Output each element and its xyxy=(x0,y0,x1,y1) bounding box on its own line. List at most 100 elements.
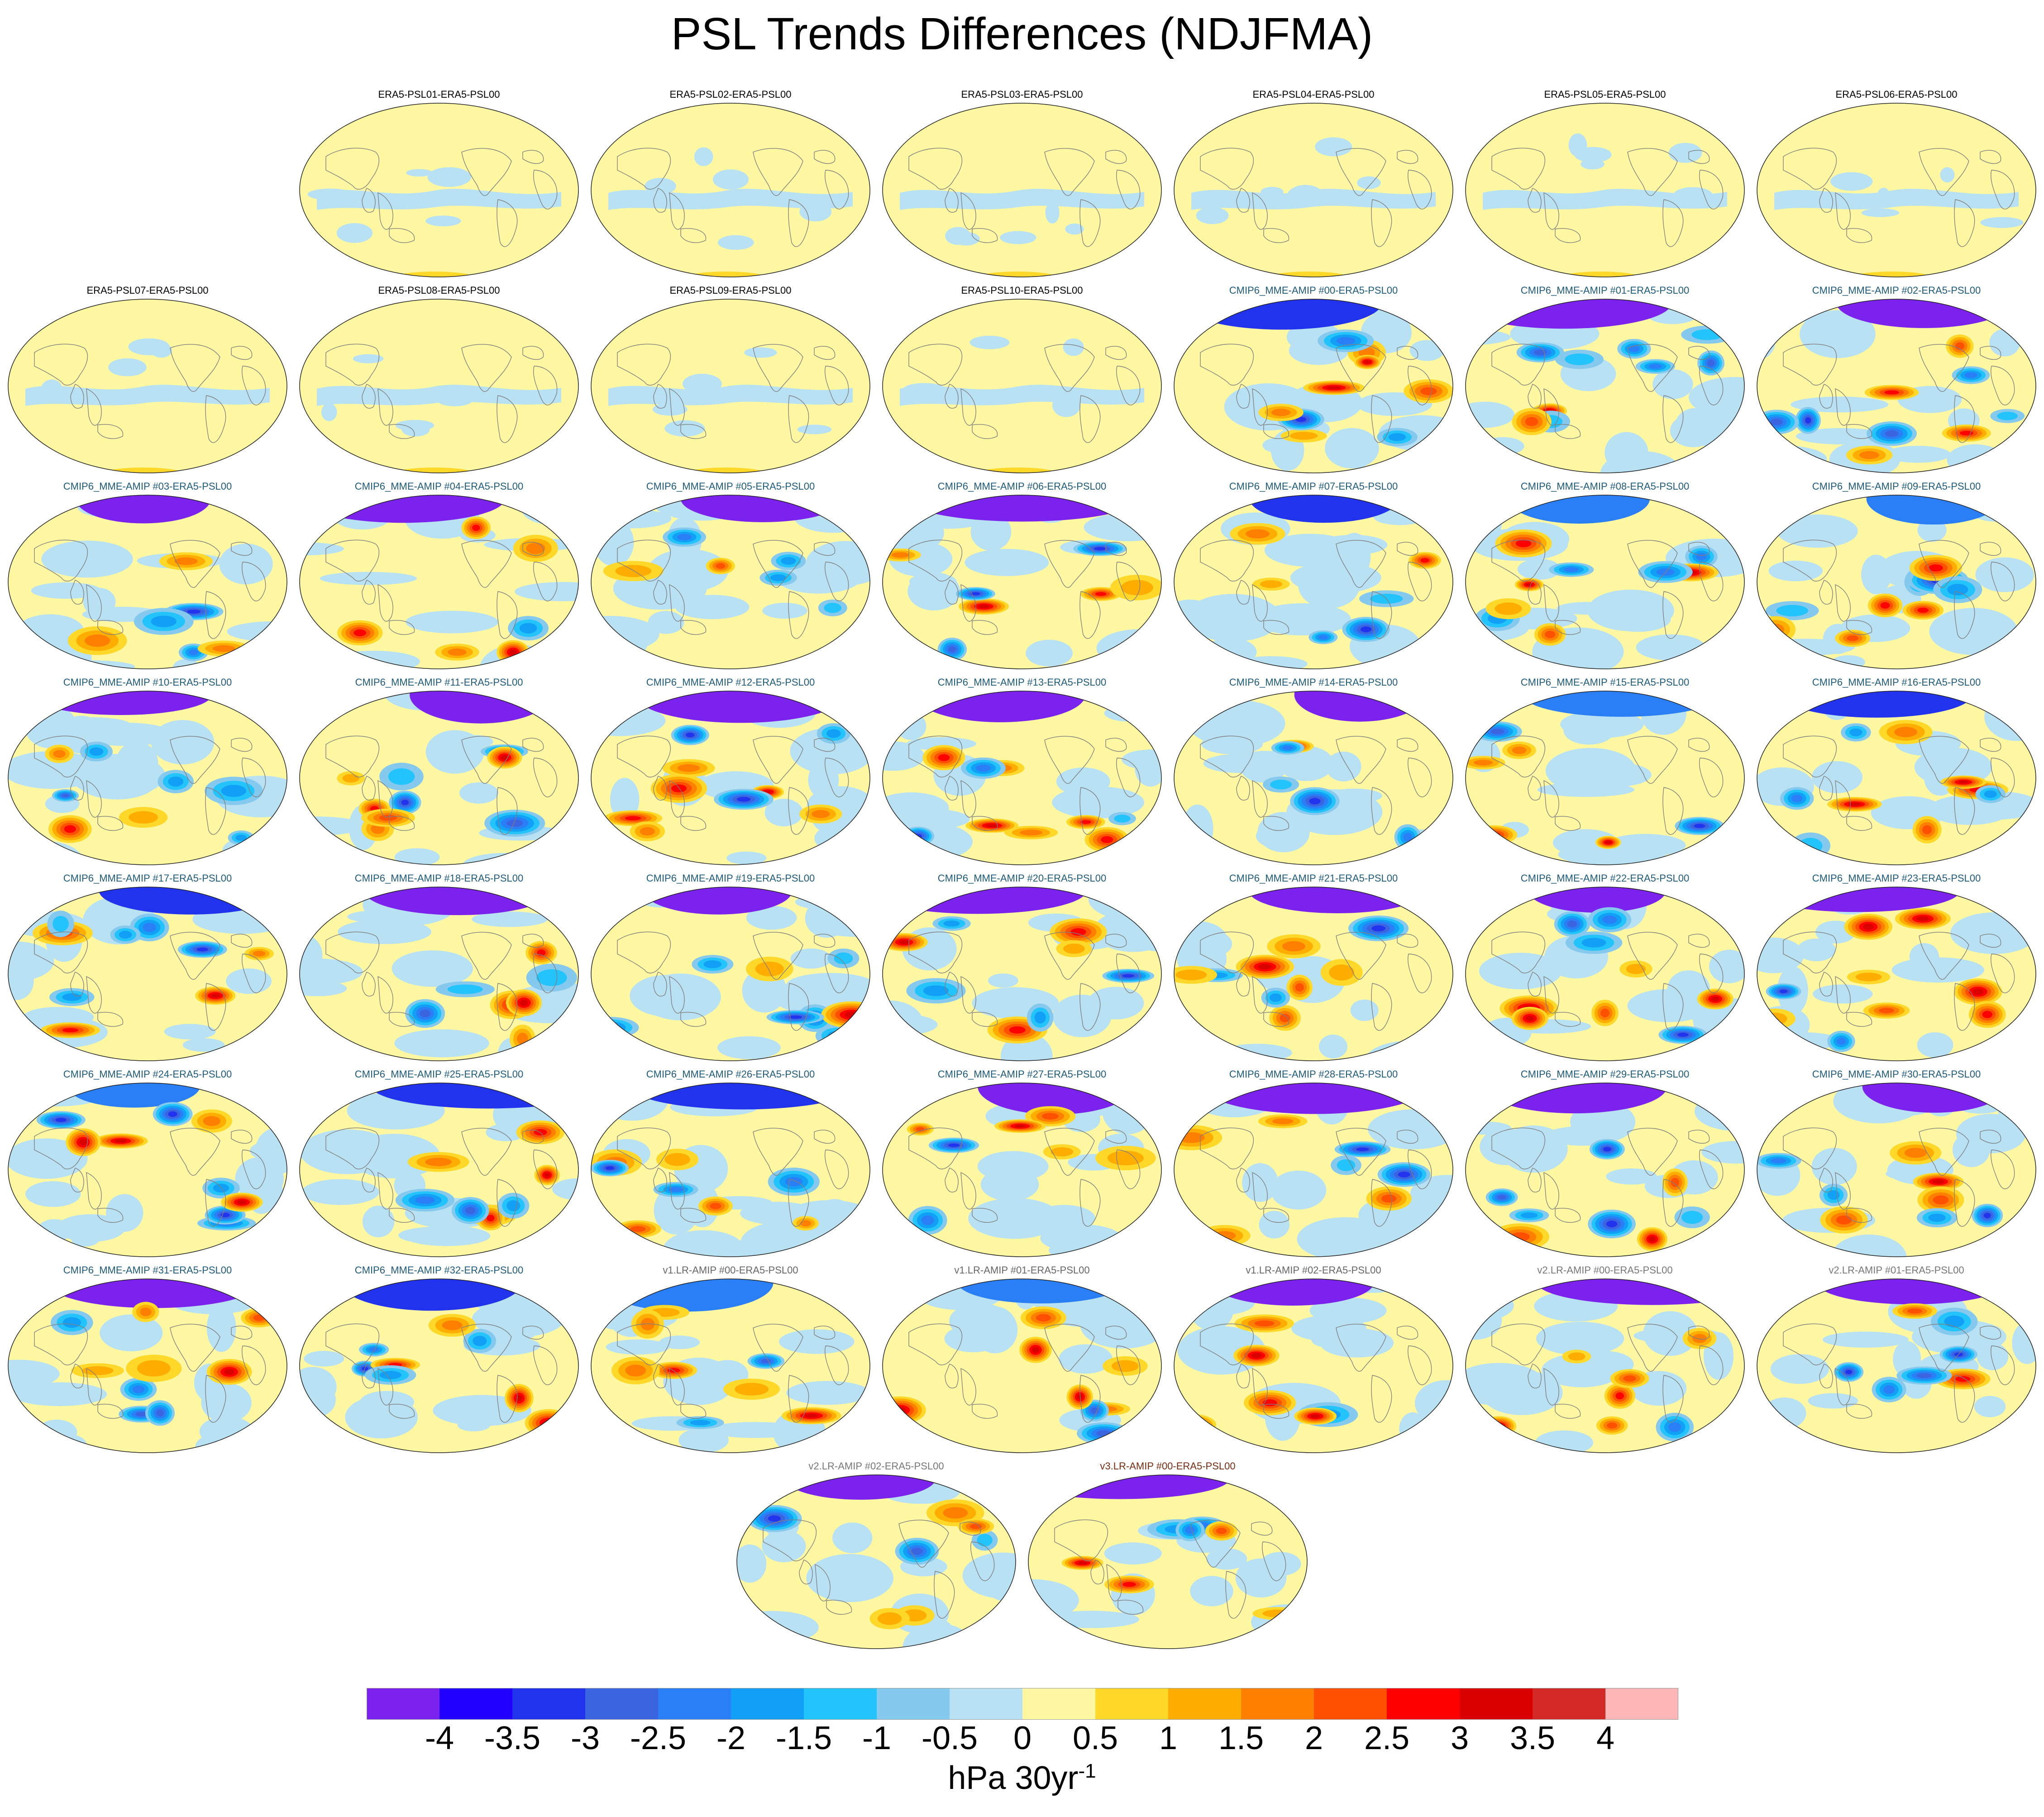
coastline xyxy=(825,170,849,210)
coastline xyxy=(1236,972,1250,997)
coastline xyxy=(945,580,959,605)
map-blob xyxy=(785,1177,802,1187)
map-panel: ERA5-PSL02-ERA5-PSL00 xyxy=(586,89,875,279)
coastline xyxy=(362,384,376,409)
coastline xyxy=(814,1326,836,1340)
map-blob xyxy=(53,750,66,758)
colorbar-segment xyxy=(1022,1688,1096,1720)
map-blob xyxy=(1779,989,1788,993)
map-blob xyxy=(969,1524,982,1529)
map-panel: CMIP6_MME-AMIP #08-ERA5-PSL00 xyxy=(1460,481,1750,671)
coastline xyxy=(1236,776,1250,801)
coastline xyxy=(461,540,512,588)
map-blob xyxy=(1847,635,1859,641)
map-plot xyxy=(299,299,579,473)
coastline xyxy=(1491,1127,1546,1169)
map-panel: CMIP6_MME-AMIP #05-ERA5-PSL00 xyxy=(586,481,875,671)
map-blob xyxy=(1916,1373,1932,1378)
map-blob xyxy=(447,984,483,994)
map-plot xyxy=(8,1083,287,1257)
map-blob xyxy=(1112,1360,1139,1372)
coastline xyxy=(970,1541,995,1581)
map-panel: v3.LR-AMIP #00-ERA5-PSL00 xyxy=(1023,1460,1313,1650)
map-panel: CMIP6_MME-AMIP #31-ERA5-PSL00 xyxy=(3,1264,292,1455)
colorbar-segment xyxy=(1314,1688,1387,1720)
map-blob xyxy=(610,777,640,821)
coastline xyxy=(1835,192,1851,230)
coastline xyxy=(753,344,803,392)
map-blob xyxy=(1811,1148,1857,1185)
map-plot xyxy=(1174,299,1453,473)
map-blob xyxy=(300,1129,395,1174)
map-blob xyxy=(969,335,1010,349)
map-blob xyxy=(302,1179,379,1205)
map-blob xyxy=(362,1206,395,1238)
coastline xyxy=(1688,542,1710,556)
map-panel: CMIP6_MME-AMIP #22-ERA5-PSL00 xyxy=(1460,873,1750,1063)
map-panel-title: ERA5-PSL06-ERA5-PSL00 xyxy=(1835,89,1958,100)
map-plot xyxy=(299,887,579,1061)
coastline xyxy=(1336,344,1386,392)
map-panel-title: v2.LR-AMIP #01-ERA5-PSL00 xyxy=(1829,1264,1964,1276)
coastline xyxy=(1543,976,1559,1014)
coastline xyxy=(1980,150,2001,164)
coastline xyxy=(1627,736,1678,784)
coastline xyxy=(497,787,518,835)
map-blob xyxy=(775,561,862,594)
map-blob xyxy=(1988,899,2036,913)
coastline xyxy=(653,1364,667,1388)
map-blob xyxy=(556,691,578,722)
map-panel-title: CMIP6_MME-AMIP #28-ERA5-PSL00 xyxy=(1229,1068,1398,1080)
coastline xyxy=(1627,1324,1678,1372)
coastline xyxy=(497,199,518,247)
map-panel: CMIP6_MME-AMIP #20-ERA5-PSL00 xyxy=(877,873,1167,1063)
map-blob xyxy=(635,691,846,723)
coastline xyxy=(1263,228,1289,243)
map-border xyxy=(1174,1278,1453,1453)
coastline xyxy=(522,542,544,556)
map-border xyxy=(299,1278,579,1453)
map-blob xyxy=(812,810,830,818)
map-blob xyxy=(55,1118,67,1122)
map-blob xyxy=(735,1383,769,1396)
map-blob xyxy=(716,563,726,569)
coastline xyxy=(86,1172,102,1210)
map-blob xyxy=(1185,1526,1195,1534)
map-blob xyxy=(677,764,700,772)
map-blob xyxy=(1212,1279,1374,1306)
coastline xyxy=(1555,816,1581,831)
map-blob xyxy=(1797,938,1836,962)
coastline xyxy=(1783,1323,1837,1365)
coastline xyxy=(1491,931,1546,973)
map-plot xyxy=(1757,1083,2036,1257)
map-blob xyxy=(1762,1397,1806,1429)
coastline xyxy=(1263,1012,1289,1027)
coastline xyxy=(1688,346,1710,360)
map-blob xyxy=(338,919,431,944)
map-panel: CMIP6_MME-AMIP #11-ERA5-PSL00 xyxy=(294,677,584,867)
map-blob xyxy=(1984,790,1997,798)
colorbar-segment xyxy=(439,1688,513,1720)
map-panel-title: CMIP6_MME-AMIP #23-ERA5-PSL00 xyxy=(1812,873,1981,884)
coastline xyxy=(1919,148,1969,196)
map-blob xyxy=(1261,186,1284,197)
map-blob xyxy=(977,272,1058,277)
map-blob xyxy=(55,390,85,400)
map-blob xyxy=(1894,727,1917,738)
map-blob xyxy=(23,1006,94,1027)
coastline xyxy=(1819,1168,1833,1192)
map-blob xyxy=(921,1215,935,1226)
map-blob xyxy=(394,1029,489,1058)
map-panel-title: CMIP6_MME-AMIP #31-ERA5-PSL00 xyxy=(63,1264,232,1276)
map-blob xyxy=(824,603,841,613)
map-panel: CMIP6_MME-AMIP #02-ERA5-PSL00 xyxy=(1752,285,2041,475)
coastline xyxy=(1835,780,1851,818)
map-blob xyxy=(1076,1394,1083,1400)
coastline xyxy=(617,539,671,582)
coastline xyxy=(522,150,544,164)
coastline xyxy=(34,343,88,386)
map-plot xyxy=(8,887,287,1061)
coastline xyxy=(70,972,84,997)
map-blob xyxy=(1977,1343,2009,1370)
map-blob xyxy=(1295,417,1307,422)
